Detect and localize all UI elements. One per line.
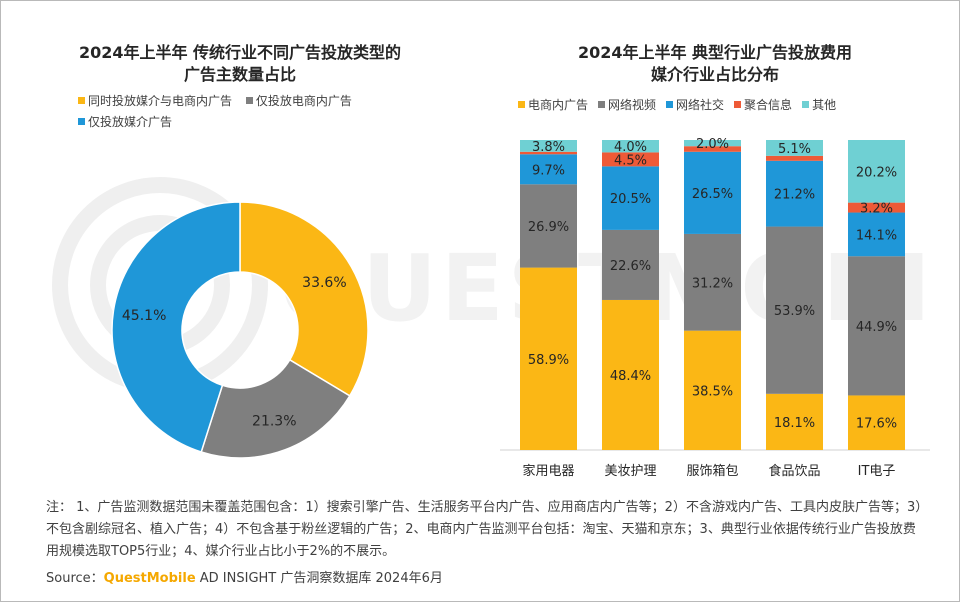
bar-segment — [848, 256, 905, 396]
legend-item-ecommerce-only: 仅投放电商内广告 — [245, 92, 352, 109]
bar-value-label: 22.6% — [610, 259, 651, 274]
right-chart-title: 2024年上半年 典型行业广告投放费用 媒介行业占比分布 — [490, 42, 940, 86]
bar-value-label: 3.2% — [860, 202, 893, 217]
bar-value-label: 17.6% — [856, 417, 897, 432]
source-brand: QuestMobile — [103, 571, 196, 586]
bar-value-label: 48.4% — [610, 369, 651, 384]
category-label: 美妆护理 — [604, 464, 656, 479]
right-legend: 电商内广告 网络视频 网络社交 聚合信息 其他 — [518, 96, 938, 113]
donut-chart: 33.6% 21.3% 45.1% — [111, 201, 369, 459]
category-label: 食品饮品 — [768, 463, 820, 479]
bar-value-label: 44.9% — [856, 320, 897, 335]
legend-swatch — [78, 97, 85, 104]
donut-slice-1 — [200, 358, 351, 459]
bar-value-label: 53.9% — [774, 304, 815, 319]
bar-segment — [602, 140, 659, 153]
bar-segment — [602, 152, 659, 167]
donut-value-label: 21.3% — [252, 414, 296, 430]
bar-segment — [766, 393, 823, 450]
category-label: 家用电器 — [522, 463, 574, 479]
stacked-bar-chart: 58.9% 26.9% 9.7% 3.8% 家用电器 48.4% 22.6% 20.5% 4.5… — [500, 137, 930, 479]
bar-segment — [520, 267, 577, 450]
bar-segment — [520, 140, 577, 152]
legend-item-series-2: 网络社交 — [666, 96, 724, 113]
legend-item-series-0: 电商内广告 — [518, 96, 588, 113]
bar-segment — [848, 212, 905, 257]
legend-swatch — [78, 118, 85, 125]
bar-value-label: 9.7% — [532, 163, 565, 178]
left-legend: 同时投放媒介与电商内广告 仅投放电商内广告 仅投放媒介广告 — [78, 92, 438, 130]
bar-value-label: 21.2% — [774, 188, 815, 203]
bar-value-label: 14.1% — [856, 228, 897, 243]
bar-segment — [684, 233, 741, 331]
donut-value-label: 45.1% — [122, 308, 166, 324]
source-line: Source：QuestMobile AD INSIGHT 广告洞察数据库 20… — [46, 567, 443, 586]
legend-item-series-4: 其他 — [802, 96, 836, 113]
bar-value-label: 18.1% — [774, 416, 815, 431]
bar-segment — [684, 146, 741, 152]
right-chart-title-line2: 媒介行业占比分布 — [650, 65, 779, 84]
legend-label: 网络视频 — [608, 98, 657, 112]
legend-item-both: 同时投放媒介与电商内广告 — [78, 92, 232, 109]
bar-segment — [684, 140, 741, 147]
bar-segment — [848, 395, 905, 450]
bar-segment — [520, 154, 577, 185]
donut-slice-2 — [111, 201, 241, 453]
legend-label: 其他 — [812, 98, 837, 112]
bar-segment — [602, 229, 659, 300]
source-text: AD INSIGHT 广告洞察数据库 2024年6月 — [195, 571, 443, 586]
bar-segment — [848, 202, 905, 213]
bar-value-label: 38.5% — [692, 384, 733, 399]
category-label: IT电子 — [858, 464, 896, 479]
legend-swatch — [598, 101, 606, 108]
legend-label: 网络社交 — [676, 98, 725, 112]
donut-slice-0 — [239, 201, 369, 397]
bar-segment — [766, 226, 823, 394]
bar-segment — [848, 140, 905, 203]
legend-swatch — [245, 97, 253, 104]
bar-value-label: 3.8% — [532, 140, 565, 155]
legend-label: 聚合信息 — [744, 98, 793, 112]
legend-item-series-1: 网络视频 — [598, 96, 656, 113]
bar-value-label: 58.9% — [528, 353, 569, 368]
bar-segment — [766, 140, 823, 156]
bar-value-label: 20.5% — [610, 192, 651, 207]
legend-label: 电商内广告 — [528, 98, 589, 112]
legend-item-media-only: 仅投放媒介广告 — [78, 113, 172, 130]
bar-segment — [602, 299, 659, 450]
bar-segment — [684, 151, 741, 234]
right-chart-title-line1: 2024年上半年 典型行业广告投放费用 — [577, 43, 853, 62]
legend-item-series-3: 聚合信息 — [734, 96, 792, 113]
bar-value-label: 26.9% — [528, 220, 569, 235]
legend-swatch — [802, 101, 810, 108]
bar-segment — [766, 160, 823, 227]
bar-value-label: 4.0% — [614, 140, 647, 155]
category-label: 服饰箱包 — [686, 463, 738, 479]
legend-swatch — [518, 101, 525, 108]
bar-value-label: 2.0% — [696, 137, 729, 152]
legend-label: 同时投放媒介与电商内广告 — [88, 94, 233, 108]
left-chart-title-line2: 广告主数量占比 — [183, 65, 296, 84]
bar-value-label: 20.2% — [856, 165, 897, 180]
legend-swatch — [666, 101, 674, 108]
left-chart-title-line1: 2024年上半年 传统行业不同广告投放类型的 — [78, 43, 402, 62]
bar-value-label: 26.5% — [692, 187, 733, 202]
legend-label: 仅投放媒介广告 — [88, 115, 173, 129]
bar-segment — [602, 166, 659, 230]
bar-value-label: 5.1% — [778, 142, 811, 157]
bar-segment — [520, 184, 577, 268]
bar-segment — [766, 155, 823, 161]
legend-swatch — [734, 101, 742, 108]
bar-segment — [684, 330, 741, 450]
source-label: Source： — [46, 571, 104, 586]
legend-label: 仅投放电商内广告 — [255, 94, 352, 108]
bar-segment — [520, 151, 577, 155]
donut-value-label: 33.6% — [302, 275, 346, 291]
bar-value-label: 4.5% — [614, 153, 647, 168]
bar-value-label: 31.2% — [692, 276, 733, 291]
left-chart-title: 2024年上半年 传统行业不同广告投放类型的 广告主数量占比 — [20, 42, 460, 86]
footnote: 注： 1、广告监测数据范围未覆盖范围包含：1）搜索引擎广告、生活服务平台内广告、… — [46, 500, 922, 559]
